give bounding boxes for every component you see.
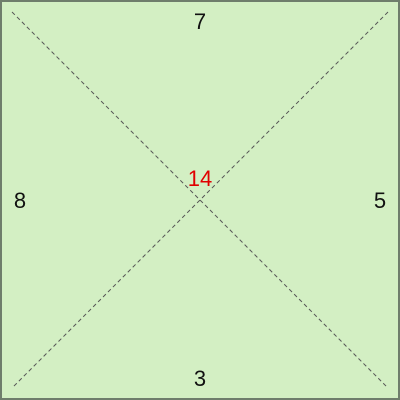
diagonal-line-main — [11, 11, 389, 389]
top-number: 7 — [193, 9, 207, 34]
left-number: 8 — [13, 188, 27, 213]
center-number: 14 — [187, 166, 213, 191]
right-number: 5 — [373, 188, 387, 213]
bottom-number: 3 — [193, 366, 207, 391]
diagonal-line-anti — [11, 11, 389, 389]
